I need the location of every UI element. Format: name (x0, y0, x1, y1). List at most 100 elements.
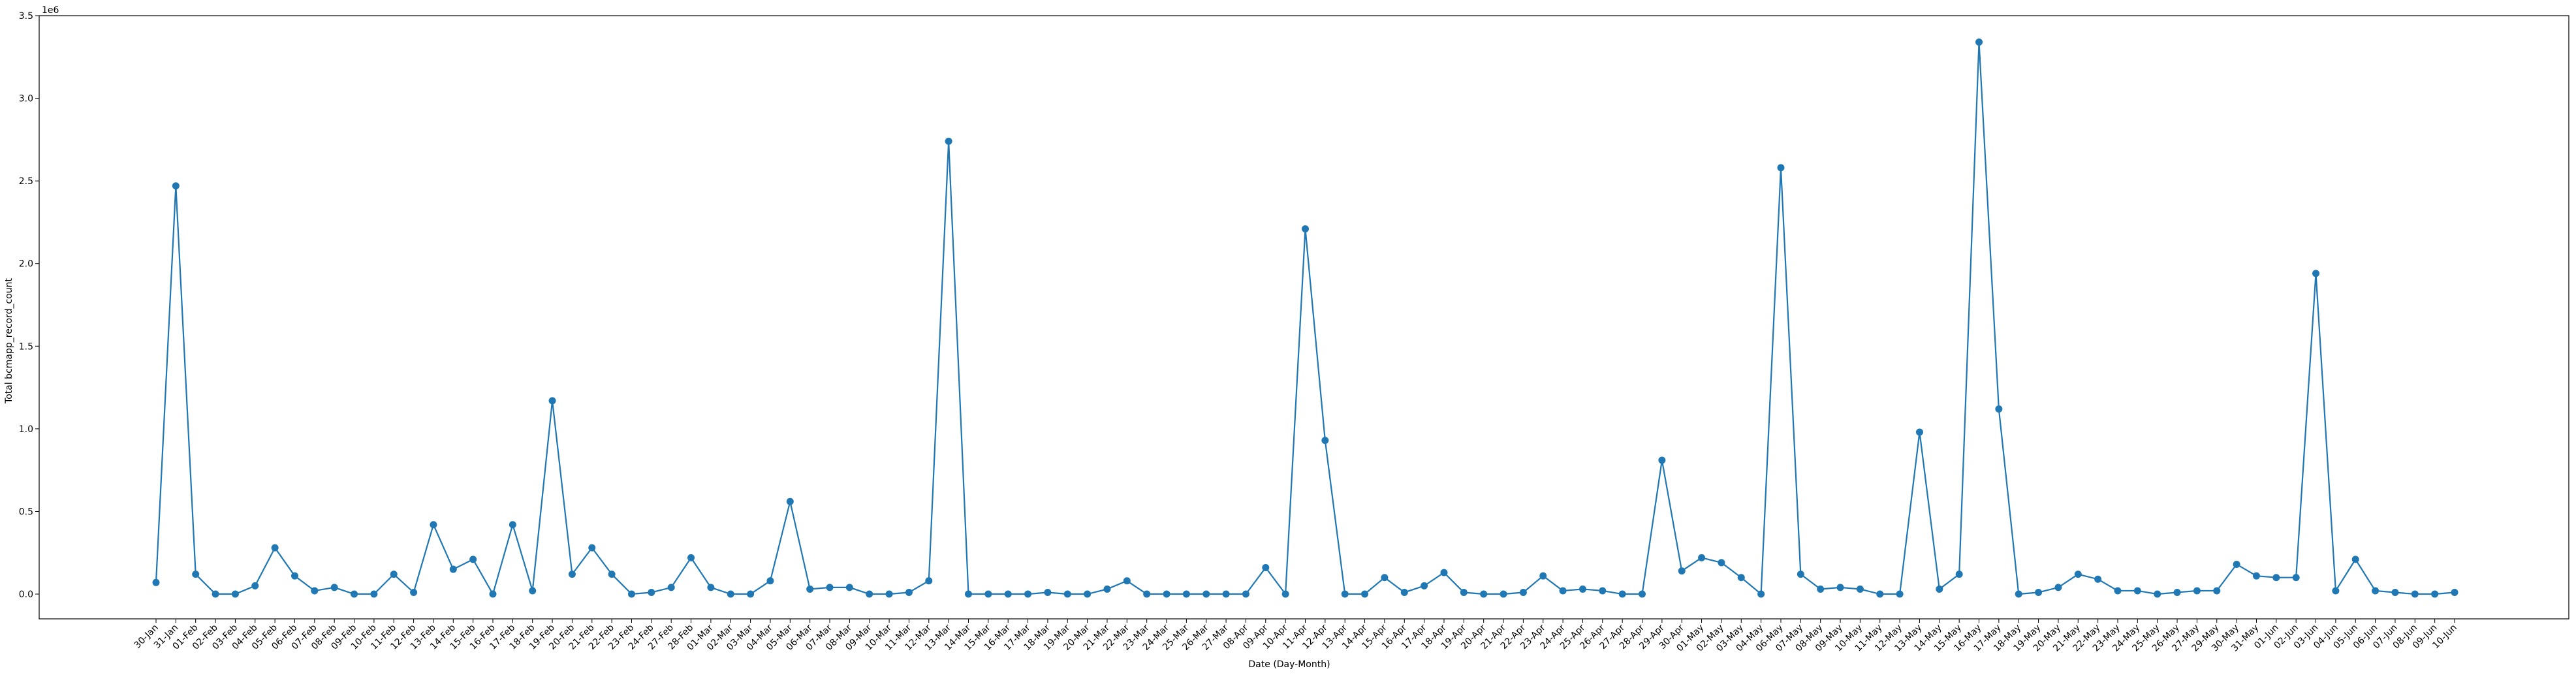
data-point (2015, 590, 2022, 598)
data-point (2391, 588, 2399, 596)
data-point (608, 571, 616, 578)
data-point (1123, 577, 1131, 585)
data-point (588, 544, 596, 552)
data-point (2292, 574, 2300, 582)
data-point (351, 590, 358, 598)
data-point (1519, 588, 1527, 596)
data-point (707, 584, 715, 591)
data-point (945, 137, 952, 145)
data-point (627, 590, 635, 598)
data-point (2272, 574, 2280, 582)
data-point (529, 587, 537, 595)
data-point (845, 584, 853, 591)
data-point (1915, 428, 1923, 436)
data-point (1678, 567, 1686, 575)
data-point (390, 571, 398, 578)
data-point (1817, 585, 1825, 593)
data-point (192, 571, 200, 578)
y-tick-label: 3.5 (19, 11, 33, 22)
data-point (291, 572, 298, 580)
data-point (1440, 569, 1448, 576)
data-point (2133, 587, 2141, 595)
data-point (509, 521, 516, 529)
data-point (2233, 560, 2240, 568)
data-point (2074, 571, 2082, 578)
series-markers (152, 39, 2458, 598)
data-point (1718, 559, 1725, 567)
data-point (806, 585, 814, 593)
data-point (1856, 585, 1864, 593)
data-point (1579, 585, 1586, 593)
data-point (1658, 456, 1666, 464)
data-point (1618, 590, 1626, 598)
data-point (2094, 575, 2102, 583)
data-point (1361, 590, 1369, 598)
data-point (1559, 587, 1567, 595)
data-point (1955, 571, 1963, 578)
data-point (1777, 164, 1785, 172)
data-point (1539, 572, 1547, 580)
data-point (905, 588, 913, 596)
data-point (1163, 590, 1170, 598)
y-tick-label: 0.0 (19, 589, 33, 600)
y-tick-label: 3.0 (19, 94, 33, 104)
data-point (866, 590, 873, 598)
data-point (1757, 590, 1765, 598)
y-axis-ticks: 0.0 0.5 1.0 1.5 2.0 2.5 3.0 3.5 (19, 11, 39, 600)
data-point (1460, 588, 1468, 596)
data-point (410, 588, 418, 596)
data-point (2173, 588, 2181, 596)
data-point (212, 590, 219, 598)
data-point (1896, 590, 1904, 598)
data-point (548, 397, 556, 405)
data-point (1381, 574, 1389, 582)
data-point (2114, 587, 2122, 595)
data-point (2411, 590, 2419, 598)
data-point (1063, 590, 1071, 598)
data-point (1995, 405, 2003, 413)
data-point (1202, 590, 1210, 598)
data-point (1281, 590, 1289, 598)
data-point (449, 565, 457, 573)
data-point (1182, 590, 1190, 598)
data-point (2451, 588, 2458, 596)
data-point (469, 556, 477, 563)
data-point (1084, 590, 1092, 598)
data-point (826, 584, 834, 591)
data-point (925, 577, 933, 585)
data-point (1797, 571, 1804, 578)
data-point (1876, 590, 1884, 598)
data-point (964, 590, 972, 598)
y-tick-label: 2.5 (19, 176, 33, 187)
data-point (271, 544, 279, 552)
data-point (1024, 590, 1032, 598)
data-point (2431, 590, 2439, 598)
data-point (1500, 590, 1507, 598)
data-point (231, 590, 239, 598)
data-point (648, 588, 655, 596)
data-point (251, 582, 259, 589)
data-point (885, 590, 893, 598)
data-point (747, 590, 755, 598)
data-point (984, 590, 992, 598)
data-point (1400, 588, 1408, 596)
data-point (1341, 590, 1349, 598)
data-point (687, 554, 695, 561)
data-point (1599, 587, 1607, 595)
data-point (2054, 584, 2062, 591)
y-tick-label: 1.5 (19, 341, 33, 352)
data-point (2372, 587, 2380, 595)
y-tick-label: 2.0 (19, 259, 33, 270)
data-point (430, 521, 437, 529)
data-point (1044, 588, 1052, 596)
data-point (152, 578, 160, 586)
y-axis-offset-label: 1e6 (42, 5, 59, 16)
data-point (786, 497, 794, 505)
plot-area (39, 15, 2569, 620)
data-point (1836, 584, 1844, 591)
data-point (2332, 587, 2340, 595)
data-point (1421, 582, 1428, 589)
data-point (370, 590, 378, 598)
data-point (489, 590, 497, 598)
